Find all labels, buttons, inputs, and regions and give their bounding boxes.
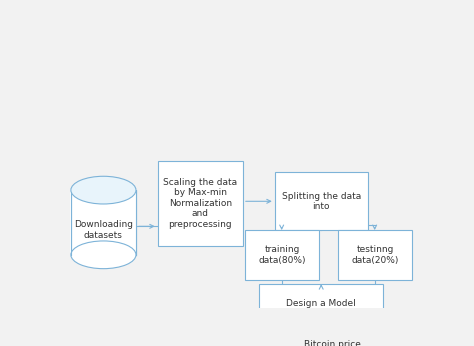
FancyBboxPatch shape [245,230,319,280]
Text: training
data(80%): training data(80%) [258,246,306,265]
FancyBboxPatch shape [275,172,368,230]
FancyBboxPatch shape [273,330,392,346]
Text: testinng
data(20%): testinng data(20%) [351,246,399,265]
Text: Splitting the data
into: Splitting the data into [282,192,361,211]
FancyBboxPatch shape [259,284,383,322]
FancyBboxPatch shape [158,161,243,246]
Ellipse shape [71,176,136,204]
Text: Design a Model: Design a Model [286,299,356,308]
Text: Scaling the data
by Max-min
Normalization
and
preprocessing: Scaling the data by Max-min Normalizatio… [163,178,237,228]
Text: Bitcoin price
prediction: Bitcoin price prediction [304,340,361,346]
Text: Downloading
datasets: Downloading datasets [74,220,133,240]
Ellipse shape [71,241,136,269]
Bar [71,190,136,255]
FancyBboxPatch shape [338,230,412,280]
